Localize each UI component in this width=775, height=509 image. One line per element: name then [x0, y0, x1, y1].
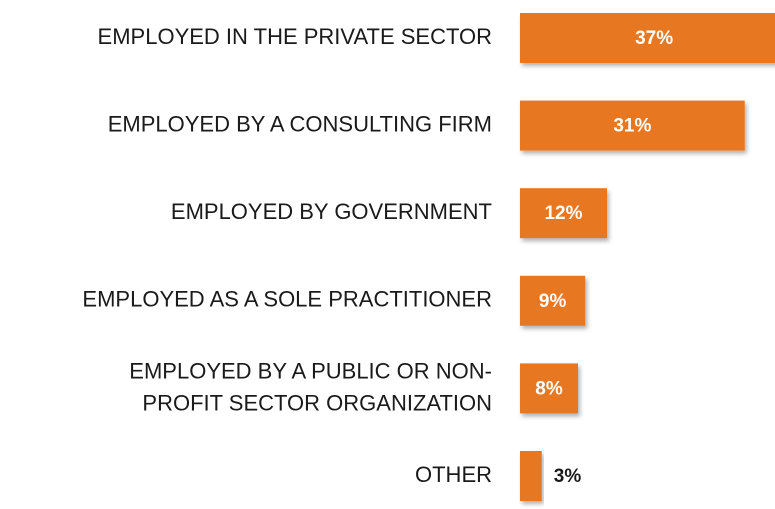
value-label: 31%: [613, 116, 651, 137]
value-label: 3%: [554, 466, 582, 487]
value-label: 8%: [535, 378, 563, 399]
bar: [520, 100, 745, 151]
category-label: EMPLOYED IN THE PRIVATE SECTOR: [98, 24, 492, 49]
value-label: 12%: [544, 203, 582, 224]
bar: [520, 275, 586, 326]
bar: [520, 363, 578, 414]
category-label: EMPLOYED BY A CONSULTING FIRM: [108, 111, 492, 136]
category-label: OTHER: [415, 462, 492, 487]
value-label: 9%: [539, 291, 567, 312]
category-label: EMPLOYED AS A SOLE PRACTITIONER: [82, 287, 492, 312]
value-label: 37%: [635, 28, 673, 49]
bar: [520, 451, 542, 501]
category-label: EMPLOYED BY GOVERNMENT: [171, 199, 492, 224]
category-label: EMPLOYED BY A PUBLIC OR NON-PROFIT SECTO…: [129, 358, 492, 415]
bar: [520, 13, 775, 63]
bar: [520, 188, 607, 239]
